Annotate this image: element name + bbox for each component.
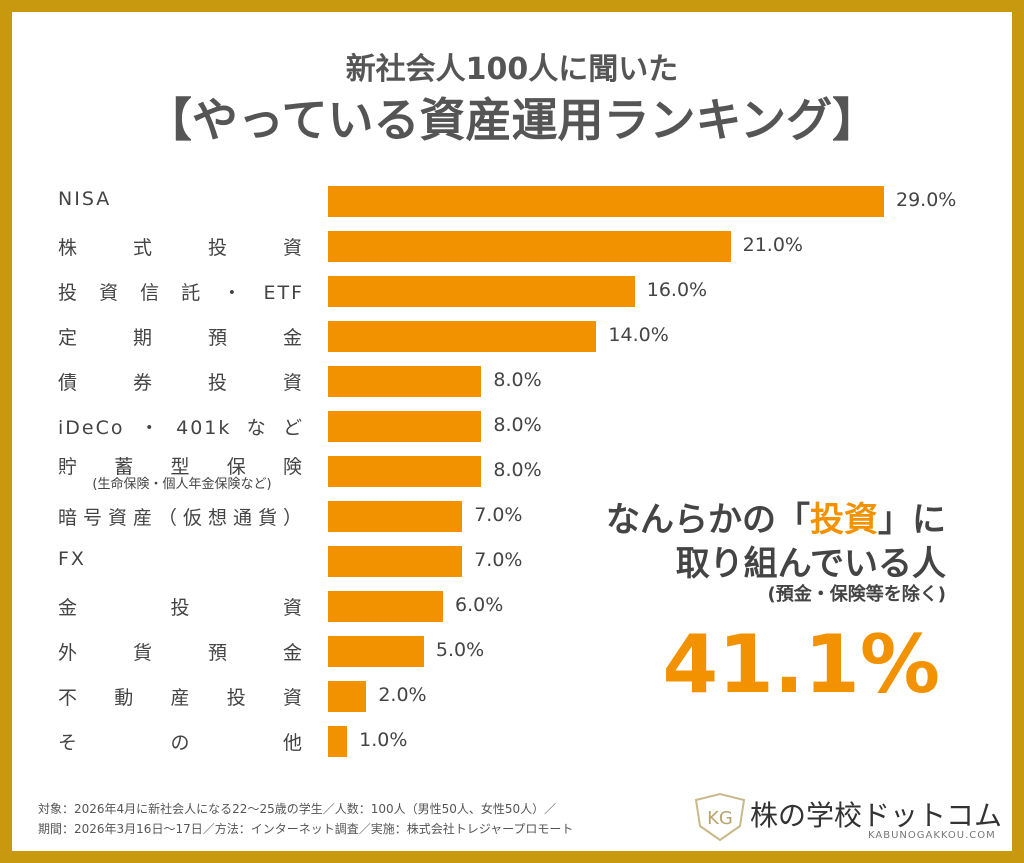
bar — [328, 186, 884, 217]
value-label: 1.0% — [359, 729, 408, 751]
value-label: 8.0% — [493, 459, 542, 481]
bar — [328, 681, 367, 712]
value-label: 14.0% — [608, 324, 669, 346]
highlight-line2: 取り組んでいる人 — [675, 544, 946, 584]
value-label: 7.0% — [474, 504, 523, 526]
category-label: NISA — [58, 188, 112, 210]
category-label: 外貨預金 — [58, 642, 304, 664]
category-label: その他 — [58, 732, 304, 754]
category-label: iDeCo・401kなど — [58, 417, 304, 439]
svg-text:KG: KG — [707, 808, 733, 829]
value-label: 6.0% — [455, 594, 504, 616]
bar — [328, 591, 444, 622]
bar — [328, 276, 635, 307]
bar — [328, 411, 482, 442]
highlight-post: 」に — [878, 500, 946, 540]
category-label: 貯蓄型保険 — [58, 456, 304, 478]
infographic-card — [12, 12, 1012, 851]
category-label: FX — [58, 548, 86, 570]
bar — [328, 636, 424, 667]
footer-line2: 期間：2026年3月16日〜17日／方法：インターネット調査／実施：株式会社トレ… — [38, 822, 574, 836]
category-label: 株式投資 — [58, 237, 304, 259]
logo-domain: KABUNOGAKKOU.COM — [868, 830, 996, 841]
footer-line1: 対象：2026年4月に新社会人になる22〜25歳の学生／人数：100人（男性50… — [38, 802, 557, 816]
bar — [328, 501, 463, 532]
category-sublabel: (生命保険・個人年金保険など) — [92, 477, 272, 492]
highlight-value: 41.1% — [662, 618, 940, 711]
value-label: 8.0% — [493, 414, 542, 436]
highlight-em: 投資 — [810, 500, 878, 540]
value-label: 8.0% — [493, 369, 542, 391]
bar — [328, 231, 731, 262]
value-label: 5.0% — [435, 639, 485, 661]
highlight-line1: なんらかの「投資」に — [600, 492, 946, 541]
category-label: 暗号資産（仮想通貨） — [58, 507, 304, 529]
shield-logo-icon: KG — [694, 792, 746, 842]
category-label: 不動産投資 — [58, 687, 304, 709]
logo-name: 株の学校ドットコム — [750, 799, 1003, 832]
title-line2: 【やっている資産運用ランキング】 — [145, 93, 879, 147]
value-label: 16.0% — [646, 279, 708, 301]
category-label: 投資信託・ETF — [58, 282, 304, 304]
highlight-note: (預金・保険等を除く) — [767, 584, 946, 605]
value-label: 2.0% — [378, 684, 427, 706]
value-label: 29.0% — [896, 189, 957, 211]
bar — [328, 456, 482, 487]
bar — [328, 726, 348, 757]
category-label: 定期預金 — [58, 327, 304, 349]
bar — [328, 546, 463, 577]
highlight-pre: なんらかの「 — [606, 500, 810, 540]
value-label: 7.0% — [474, 549, 523, 571]
bar — [328, 321, 597, 352]
category-label: 金投資 — [58, 597, 304, 619]
bar — [328, 366, 482, 397]
category-label: 債券投資 — [58, 372, 304, 394]
title-line1: 新社会人100人に聞いた — [345, 52, 679, 87]
value-label: 21.0% — [742, 234, 803, 256]
